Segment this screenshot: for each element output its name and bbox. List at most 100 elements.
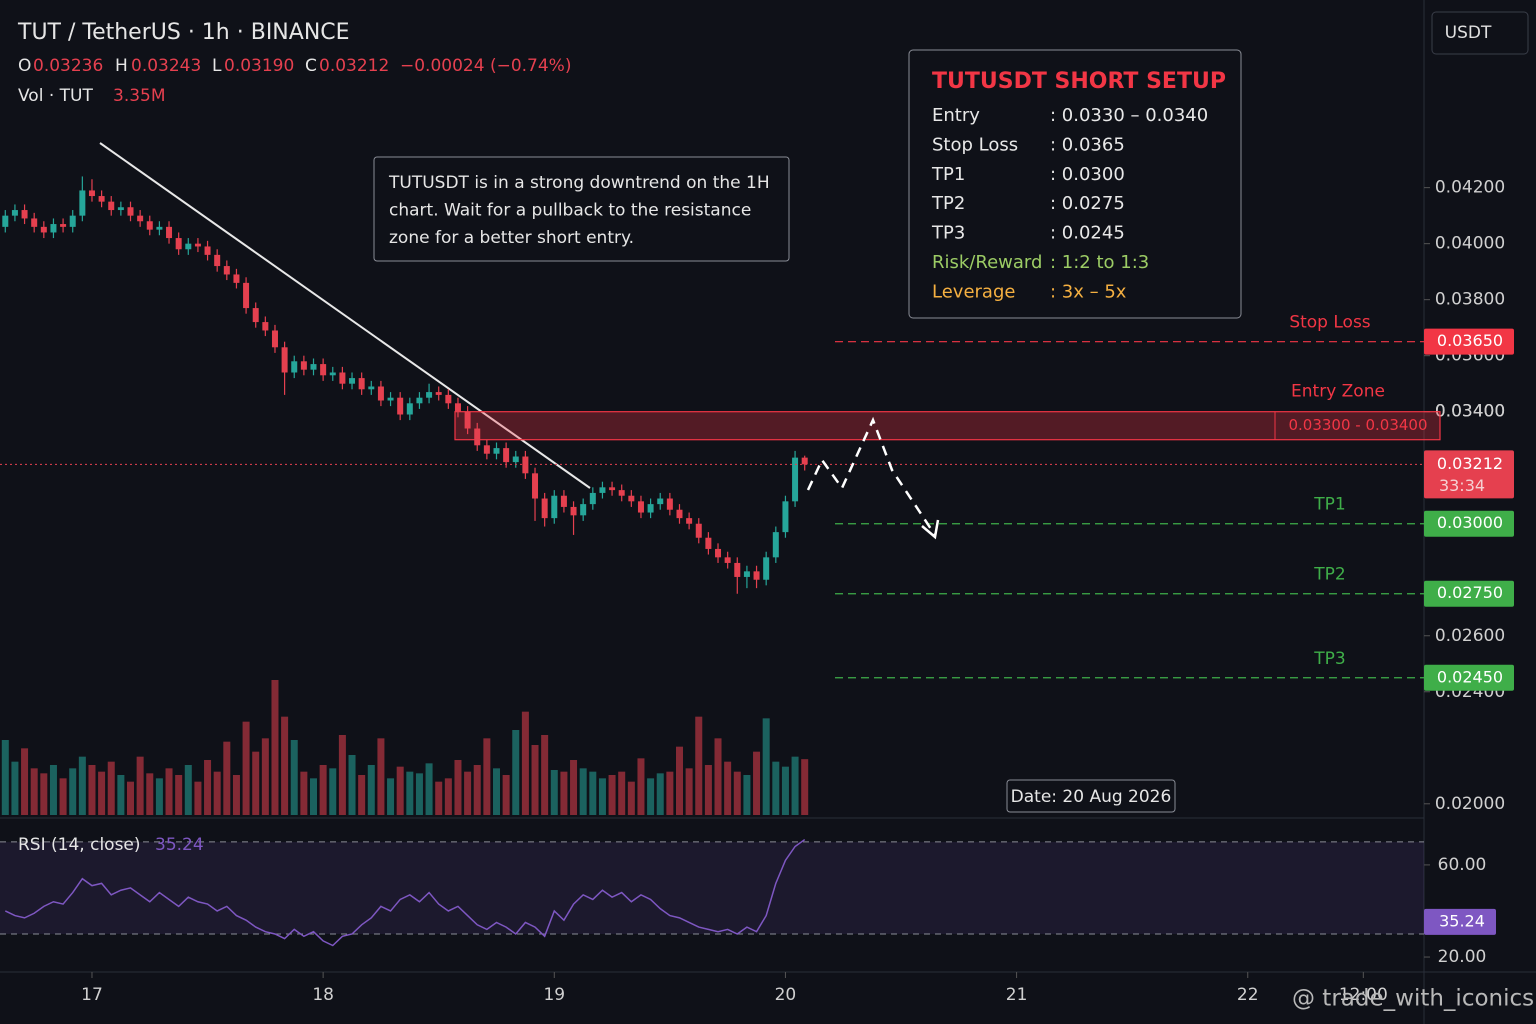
volume-bar	[704, 765, 712, 815]
volume-bar	[88, 765, 96, 815]
volume-bar	[252, 751, 260, 815]
candle-body	[175, 238, 182, 250]
candle-body	[204, 246, 211, 255]
y-tick-label: 0.04000	[1435, 234, 1505, 254]
volume-bar	[204, 760, 212, 815]
candle-body	[580, 504, 587, 516]
volume-bar	[184, 765, 192, 815]
candle-body	[88, 190, 95, 197]
volume-bar	[589, 771, 597, 815]
x-tick-label: 22	[1237, 985, 1259, 1005]
setup-value: : 0.0300	[1050, 164, 1125, 185]
candle-body	[98, 196, 105, 202]
candle-body	[493, 448, 500, 454]
ohlc-key: O	[18, 56, 31, 76]
candle-body	[291, 361, 298, 373]
ohlc-key: H	[115, 56, 128, 76]
currency[interactable]: USDT	[1445, 23, 1492, 43]
candle-body	[281, 347, 288, 373]
price-change: −0.00024 (−0.74%)	[400, 56, 571, 76]
volume-bar	[473, 765, 481, 815]
candle-body	[185, 243, 192, 250]
volume-bar	[387, 778, 395, 815]
volume-bar	[618, 771, 626, 815]
volume-bar	[107, 761, 115, 815]
candle-body	[243, 282, 250, 309]
entry-zone-range: 0.03300 - 0.03400	[1288, 416, 1427, 434]
volume-bar	[271, 680, 279, 815]
y-tick-label: 0.03400	[1435, 402, 1505, 422]
candle-body	[772, 532, 779, 558]
y-tick-label: 0.04200	[1435, 178, 1505, 198]
volume-bar	[69, 768, 77, 815]
candle-body	[137, 215, 144, 222]
plot: 0.042000.040000.038000.036000.034000.034…	[0, 176, 1514, 1005]
volume-bar	[358, 775, 366, 815]
x-tick-label: 19	[543, 985, 565, 1005]
volume-bar	[685, 768, 693, 815]
volume-bar	[425, 763, 433, 815]
candle-body	[541, 498, 548, 519]
volume-bar	[165, 768, 173, 815]
candle-body	[31, 218, 38, 227]
entry-zone	[454, 411, 1441, 441]
countdown: 33:34	[1439, 476, 1485, 495]
ohlc-key: L	[212, 56, 222, 76]
candle-body	[560, 495, 567, 507]
candle-body	[117, 207, 124, 211]
candle-body	[69, 215, 76, 227]
candle-body	[618, 490, 625, 496]
watermark: @ trade_with_iconics	[1292, 986, 1534, 1012]
volume-bar	[1, 740, 9, 815]
date-box	[1006, 779, 1176, 813]
candle-body	[416, 397, 423, 404]
entry-zone-name: Entry Zone	[1291, 382, 1385, 402]
price-badge	[1424, 450, 1514, 499]
volume-bar	[127, 781, 135, 815]
candle-body	[454, 403, 461, 412]
chart-title: TUT / TetherUS · 1h · BINANCE	[17, 20, 350, 45]
volume-bar	[521, 711, 529, 815]
note-box	[373, 156, 790, 262]
volume-bar	[406, 771, 414, 815]
y-tick-label: 0.02000	[1435, 794, 1505, 814]
volume-bar	[348, 755, 356, 815]
setup-label: Entry	[932, 105, 980, 126]
currency-box[interactable]	[1431, 11, 1529, 55]
volume-bar	[666, 771, 674, 815]
projection-path	[806, 416, 937, 536]
candle-body	[763, 557, 770, 580]
level-name: Stop Loss	[1289, 313, 1370, 333]
setup-value: : 0.0365	[1050, 134, 1125, 155]
volume-bar	[242, 721, 250, 815]
volume-bar	[232, 775, 240, 815]
candle-body	[252, 308, 259, 323]
level-name: TP1	[1313, 495, 1345, 515]
level-badge-label: 0.03000	[1437, 513, 1503, 532]
candle-body	[11, 210, 18, 216]
rsi-tick-label: 60.00	[1438, 855, 1487, 875]
volume-bar	[223, 741, 231, 815]
setup-value: : 1:2 to 1:3	[1050, 252, 1149, 273]
rsi-badge-label: 35.24	[1439, 911, 1485, 930]
candle-body	[647, 504, 654, 513]
candle-body	[743, 571, 750, 577]
volume-bar	[512, 730, 520, 815]
note-line: TUTUSDT is in a strong downtrend on the …	[388, 173, 770, 193]
volume-bar	[541, 735, 549, 815]
setup-label: Leverage	[932, 281, 1015, 302]
candle-body	[79, 190, 86, 216]
candle-body	[339, 372, 346, 384]
level-badge-label: 0.02450	[1437, 667, 1503, 686]
candle-body	[637, 501, 644, 513]
volume-bar	[483, 738, 491, 815]
date-label: Date: 20 Aug 2026	[1011, 787, 1172, 807]
candle-body	[724, 557, 731, 563]
volume-bar	[550, 770, 558, 815]
candle-body	[387, 397, 394, 401]
rsi-badge	[1424, 908, 1496, 935]
volume-bar	[464, 771, 472, 815]
level-badge-label: 0.02750	[1437, 583, 1503, 602]
setup-value: : 0.0245	[1050, 223, 1125, 244]
